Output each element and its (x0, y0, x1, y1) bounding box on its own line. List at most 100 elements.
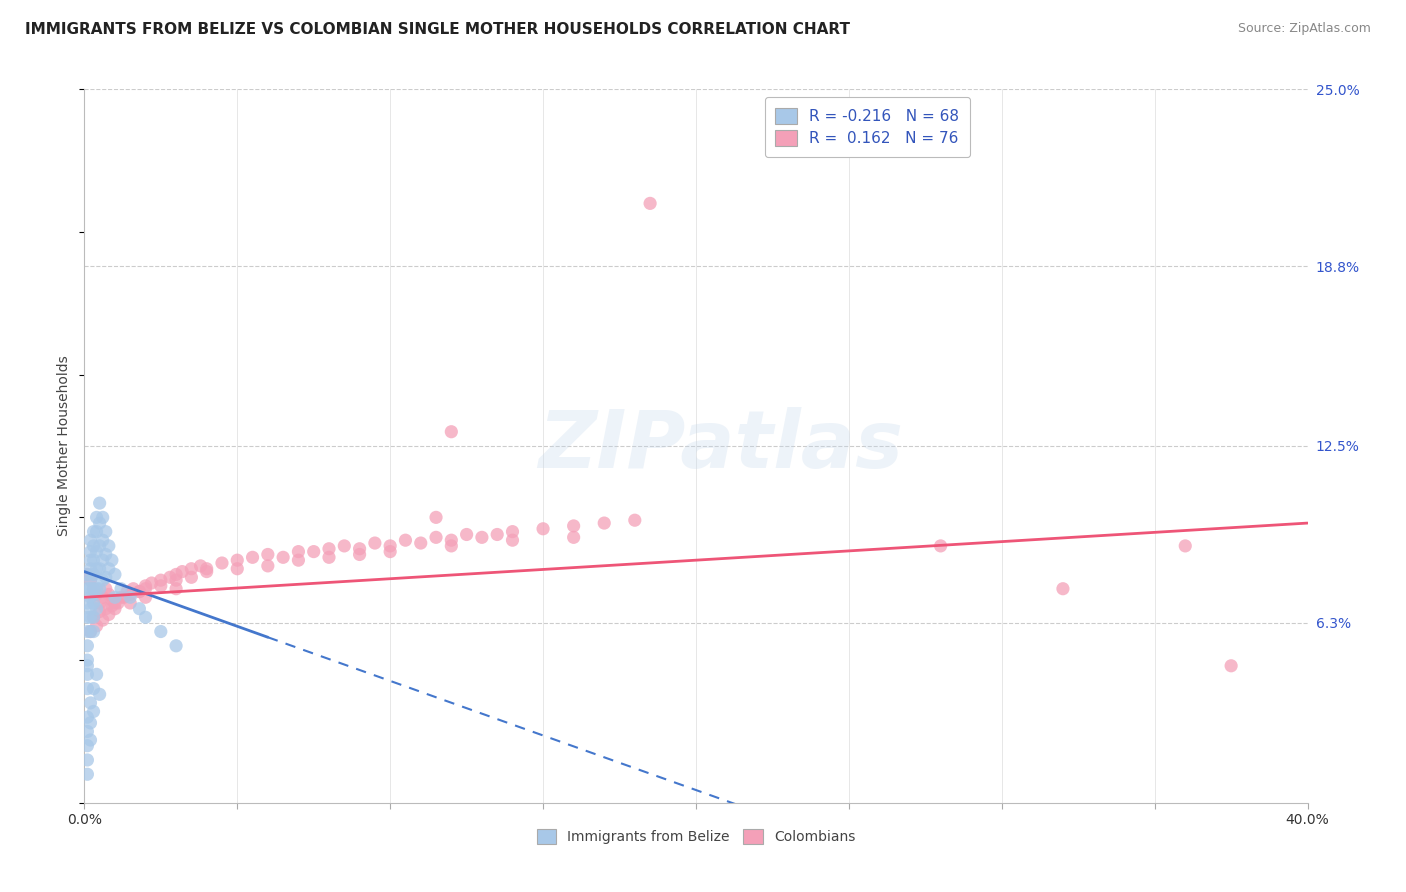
Point (149, 624, 172, 639)
Point (79, 591, 101, 605)
Point (104, 601, 127, 615)
Point (122, 582, 145, 596)
Point (562, 530, 585, 544)
Point (394, 533, 416, 548)
Point (79, 715, 101, 730)
Point (76, 658, 98, 673)
Point (104, 596, 127, 610)
Point (86, 619, 108, 633)
Point (89, 687, 111, 701)
Point (165, 639, 187, 653)
Point (101, 593, 124, 607)
Point (141, 576, 163, 591)
Point (83, 553, 105, 567)
Point (91, 533, 114, 548)
Point (107, 596, 129, 610)
Point (287, 553, 309, 567)
Point (83, 567, 105, 582)
Point (226, 553, 249, 567)
Point (89, 539, 111, 553)
Point (83, 582, 105, 596)
Point (531, 522, 554, 536)
Point (929, 539, 952, 553)
Point (101, 599, 124, 613)
Point (79, 573, 101, 587)
Point (76, 667, 98, 681)
Point (318, 541, 340, 556)
Point (112, 591, 135, 605)
Point (593, 516, 616, 530)
Point (76, 639, 98, 653)
Point (76, 681, 98, 696)
Point (180, 570, 202, 584)
Point (76, 624, 98, 639)
Point (165, 582, 187, 596)
Point (195, 565, 218, 579)
Point (83, 610, 105, 624)
Point (79, 544, 101, 558)
Point (287, 544, 309, 558)
Point (76, 767, 98, 781)
Point (86, 587, 108, 601)
Point (380, 544, 402, 558)
Point (190, 558, 212, 573)
Point (349, 548, 371, 562)
Point (180, 562, 202, 576)
Point (83, 610, 105, 624)
Point (86, 562, 108, 576)
Point (76, 610, 98, 624)
Point (83, 681, 105, 696)
Point (91, 510, 114, 524)
Point (79, 573, 101, 587)
Point (83, 582, 105, 596)
Point (79, 610, 101, 624)
Point (91, 591, 114, 605)
Point (79, 696, 101, 710)
Point (165, 567, 187, 582)
Point (1174, 539, 1197, 553)
Point (486, 527, 509, 541)
Point (425, 510, 447, 524)
Point (79, 553, 101, 567)
Point (195, 562, 218, 576)
Point (79, 601, 101, 615)
Point (76, 724, 98, 739)
Point (89, 605, 111, 619)
Point (86, 524, 108, 539)
Point (257, 548, 280, 562)
Point (83, 705, 105, 719)
Point (89, 582, 111, 596)
Point (86, 601, 108, 615)
Point (1220, 658, 1243, 673)
Point (226, 562, 249, 576)
Point (128, 584, 150, 599)
Point (86, 510, 108, 524)
Text: ZIPatlas: ZIPatlas (538, 407, 903, 485)
Point (471, 530, 494, 544)
Point (440, 539, 463, 553)
Point (149, 573, 172, 587)
Point (76, 596, 98, 610)
Legend: Immigrants from Belize, Colombians: Immigrants from Belize, Colombians (531, 823, 860, 849)
Point (128, 601, 150, 615)
Point (89, 516, 111, 530)
Point (89, 562, 111, 576)
Point (76, 653, 98, 667)
Point (91, 553, 114, 567)
Point (128, 584, 150, 599)
Point (79, 533, 101, 548)
Point (135, 582, 157, 596)
Point (101, 553, 124, 567)
Point (94, 548, 117, 562)
Point (172, 565, 194, 579)
Point (135, 591, 157, 605)
Point (502, 533, 524, 548)
Point (115, 584, 138, 599)
Point (83, 624, 105, 639)
Point (502, 524, 524, 539)
Point (440, 425, 463, 439)
Point (562, 519, 585, 533)
Point (409, 536, 432, 550)
Point (302, 544, 325, 558)
Point (89, 496, 111, 510)
